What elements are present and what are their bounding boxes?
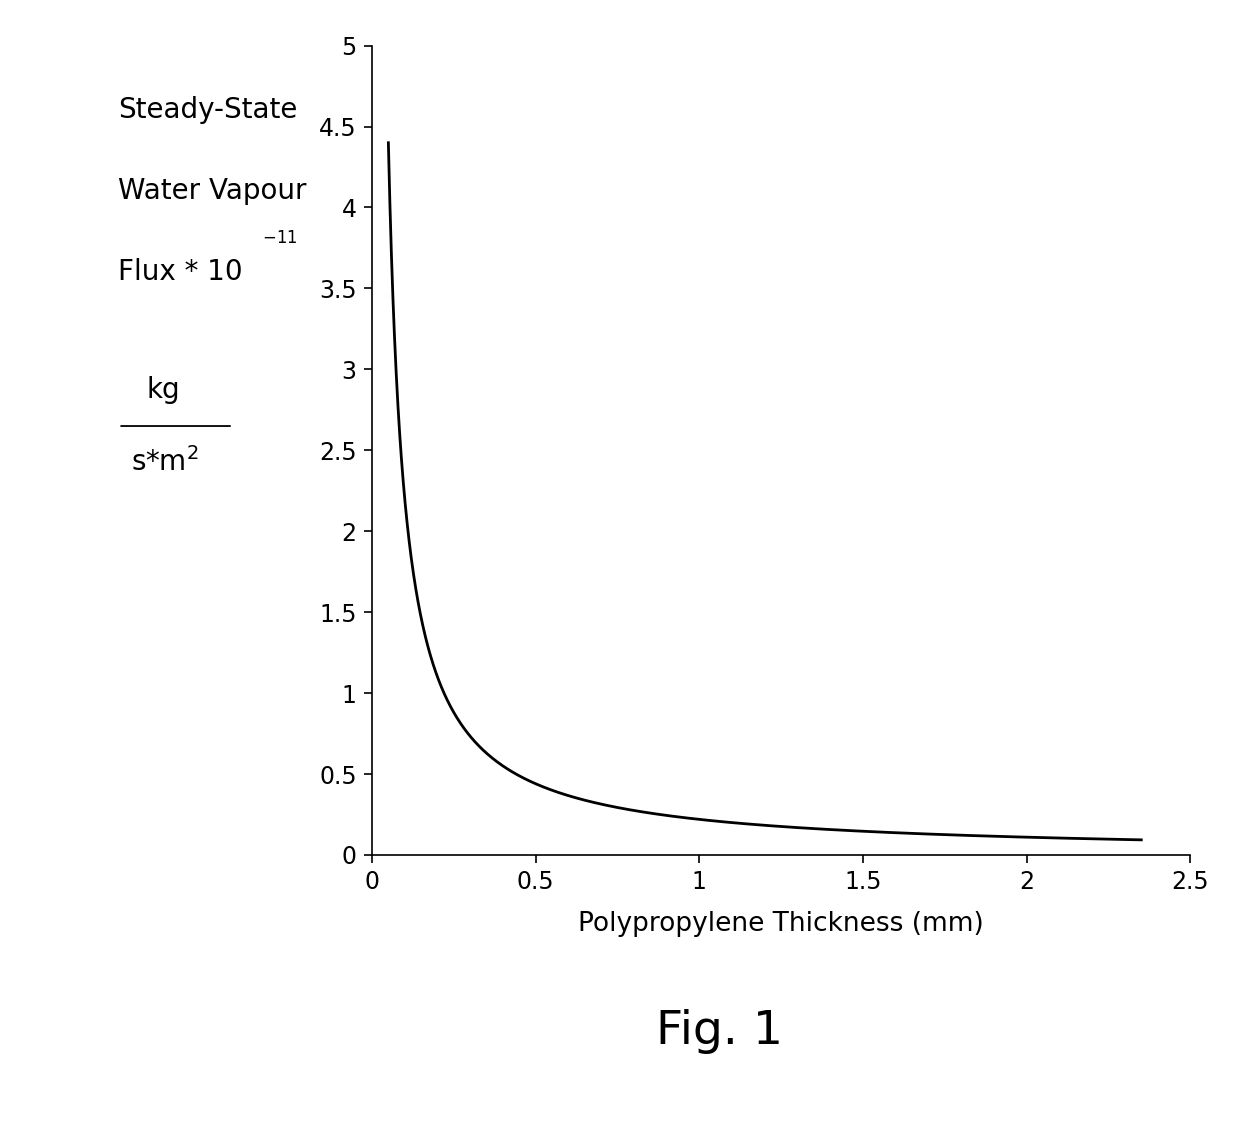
Text: Water Vapour: Water Vapour xyxy=(118,178,306,205)
Text: Steady-State: Steady-State xyxy=(118,97,298,124)
X-axis label: Polypropylene Thickness (mm): Polypropylene Thickness (mm) xyxy=(578,911,985,937)
Text: Fig. 1: Fig. 1 xyxy=(656,1009,782,1054)
Text: s*m$^2$: s*m$^2$ xyxy=(130,448,198,478)
Text: Flux * 10: Flux * 10 xyxy=(118,259,243,286)
Text: kg: kg xyxy=(148,375,181,404)
Text: $^{-11}$: $^{-11}$ xyxy=(262,231,298,255)
